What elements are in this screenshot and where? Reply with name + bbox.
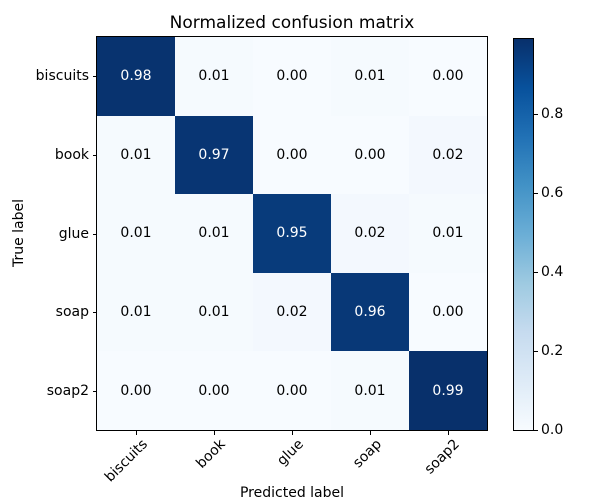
heatmap-cell-biscuits-soap2: 0.00 — [409, 37, 487, 116]
y-tick-label-biscuits: biscuits — [35, 68, 89, 84]
heatmap-cell-soap-soap2: 0.00 — [409, 272, 487, 352]
x-tick-mark — [136, 431, 137, 435]
x-tick-label-biscuits: biscuits — [101, 436, 151, 486]
x-tick-label-soap2: soap2 — [421, 436, 463, 478]
heatmap-cell-soap2-biscuits: 0.00 — [97, 351, 175, 430]
colorbar-tick-mark — [534, 193, 538, 194]
x-tick-label-book: book — [193, 436, 229, 472]
y-tick-label-soap2: soap2 — [46, 383, 89, 399]
y-tick-mark — [93, 155, 97, 156]
heatmap-cell-soap2-soap: 0.01 — [331, 351, 409, 430]
colorbar-tick-mark — [534, 114, 538, 115]
colorbar-tick-label-0.8: 0.8 — [541, 106, 564, 122]
heatmap-cell-book-soap: 0.00 — [331, 115, 409, 195]
heatmap-cell-soap2-soap2: 0.99 — [409, 351, 487, 430]
y-tick-label-soap: soap — [55, 304, 89, 320]
colorbar-tick-mark — [534, 430, 538, 431]
y-tick-label-glue: glue — [58, 226, 89, 242]
heatmap-grid: 0.98 0.01 0.00 0.01 0.00 0.01 0.97 0.00 0.00 0.02… — [96, 36, 488, 431]
heatmap-cell-book-biscuits: 0.01 — [97, 115, 175, 195]
x-axis-label: Predicted label — [239, 485, 345, 501]
colorbar-tick-label-0.4: 0.4 — [541, 264, 564, 280]
heatmap-cell-soap-soap: 0.96 — [331, 272, 409, 352]
colorbar-tick-mark — [534, 351, 538, 352]
heatmap-cell-glue-book: 0.01 — [175, 194, 253, 273]
heatmap-cell-soap2-glue: 0.00 — [253, 351, 331, 430]
x-tick-label-glue: glue — [273, 436, 307, 470]
heatmap-cell-soap-biscuits: 0.01 — [97, 272, 175, 352]
x-tick-mark — [214, 431, 215, 435]
heatmap-cell-glue-glue: 0.95 — [253, 194, 331, 273]
heatmap-cell-book-soap2: 0.02 — [409, 115, 487, 195]
y-axis-label: True label — [11, 198, 27, 268]
y-tick-mark — [93, 76, 97, 77]
heatmap-cell-glue-soap: 0.02 — [331, 194, 409, 273]
heatmap-cell-soap-book: 0.01 — [175, 272, 253, 352]
y-tick-mark — [93, 234, 97, 235]
colorbar-tick-label-0.2: 0.2 — [541, 343, 564, 359]
colorbar-tick-label-0.6: 0.6 — [541, 185, 564, 201]
colorbar-tick-label-0.0: 0.0 — [541, 422, 564, 438]
y-tick-label-book: book — [54, 147, 89, 163]
heatmap-cell-biscuits-book: 0.01 — [175, 37, 253, 116]
heatmap-cell-glue-biscuits: 0.01 — [97, 194, 175, 273]
heatmap-cell-soap2-book: 0.00 — [175, 351, 253, 430]
heatmap-cell-biscuits-soap: 0.01 — [331, 37, 409, 116]
heatmap-cell-book-glue: 0.00 — [253, 115, 331, 195]
x-tick-mark — [370, 431, 371, 435]
x-tick-mark — [292, 431, 293, 435]
heatmap-cell-biscuits-biscuits: 0.98 — [97, 37, 175, 116]
heatmap-cell-book-book: 0.97 — [175, 115, 253, 195]
y-tick-mark — [93, 312, 97, 313]
y-tick-mark — [93, 391, 97, 392]
x-tick-label-soap: soap — [349, 436, 385, 472]
colorbar-tick-mark — [534, 272, 538, 273]
x-tick-mark — [448, 431, 449, 435]
heatmap-cell-biscuits-glue: 0.00 — [253, 37, 331, 116]
colorbar — [513, 38, 534, 431]
heatmap-cell-soap-glue: 0.02 — [253, 272, 331, 352]
chart-title: Normalized confusion matrix — [169, 13, 415, 33]
heatmap-cell-glue-soap2: 0.01 — [409, 194, 487, 273]
